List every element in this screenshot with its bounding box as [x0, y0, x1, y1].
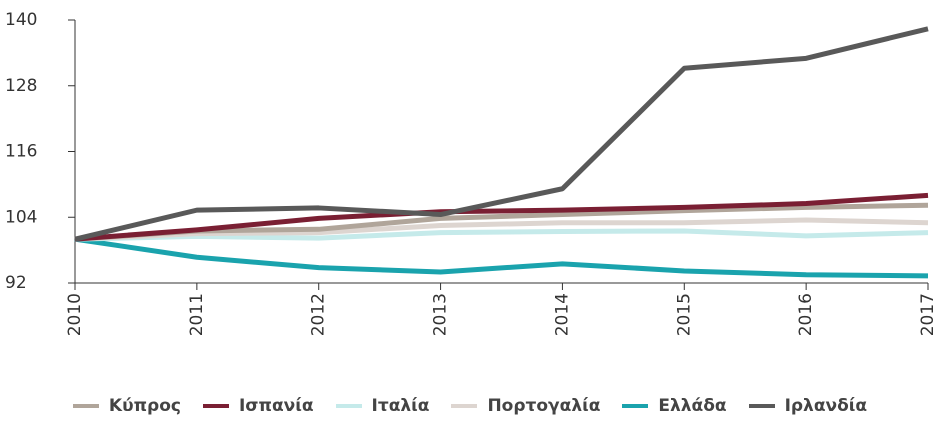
x-tick-label: 2010 [65, 293, 85, 336]
x-tick-label: 2014 [552, 293, 572, 336]
y-tick-label: 92 [5, 273, 27, 293]
series-line [74, 228, 929, 242]
y-tick-label: 140 [5, 10, 37, 30]
legend-swatch [202, 404, 229, 408]
legend-swatch [72, 404, 99, 408]
series-line [74, 192, 929, 242]
legend-label: Ιρλανδία [784, 396, 868, 416]
y-tick-label: 104 [5, 207, 37, 227]
x-tick-label: 2017 [918, 293, 938, 336]
legend-item: Ισπανία [202, 396, 314, 416]
x-tick-label: 2012 [309, 293, 329, 336]
legend-swatch [451, 404, 478, 408]
legend-item: Ιταλία [335, 396, 430, 416]
y-tick-label: 128 [5, 76, 37, 96]
legend-swatch [748, 404, 775, 408]
legend-label: Πορτογαλία [487, 396, 601, 416]
legend-swatch [335, 404, 362, 408]
series-line [74, 202, 929, 242]
legend-item: Πορτογαλία [451, 396, 600, 416]
legend-item: Ιρλανδία [748, 396, 868, 416]
legend: Κύπρος Ισπανία Ιταλία Πορτογαλία Ελλάδα Ιρλαν… [0, 396, 940, 416]
series-line [74, 217, 929, 242]
x-tick-label: 2016 [796, 293, 816, 336]
x-tick-label: 2013 [431, 293, 451, 336]
chart: 92 104 116 128 140 2010 2011 2012 2013 2014 2015 20… [5, 10, 938, 336]
legend-label: Ισπανία [238, 396, 314, 416]
legend-swatch [622, 404, 649, 408]
legend-label: Ιταλία [371, 396, 430, 416]
series-line [74, 236, 929, 279]
series-line [74, 26, 929, 242]
y-tick-label: 116 [5, 142, 37, 162]
legend-item: Ελλάδα [622, 396, 727, 416]
legend-item: Κύπρος [72, 396, 181, 416]
legend-label: Ελλάδα [658, 396, 727, 416]
x-tick-label: 2015 [674, 293, 694, 336]
legend-label: Κύπρος [108, 396, 181, 416]
x-tick-label: 2011 [187, 293, 207, 336]
